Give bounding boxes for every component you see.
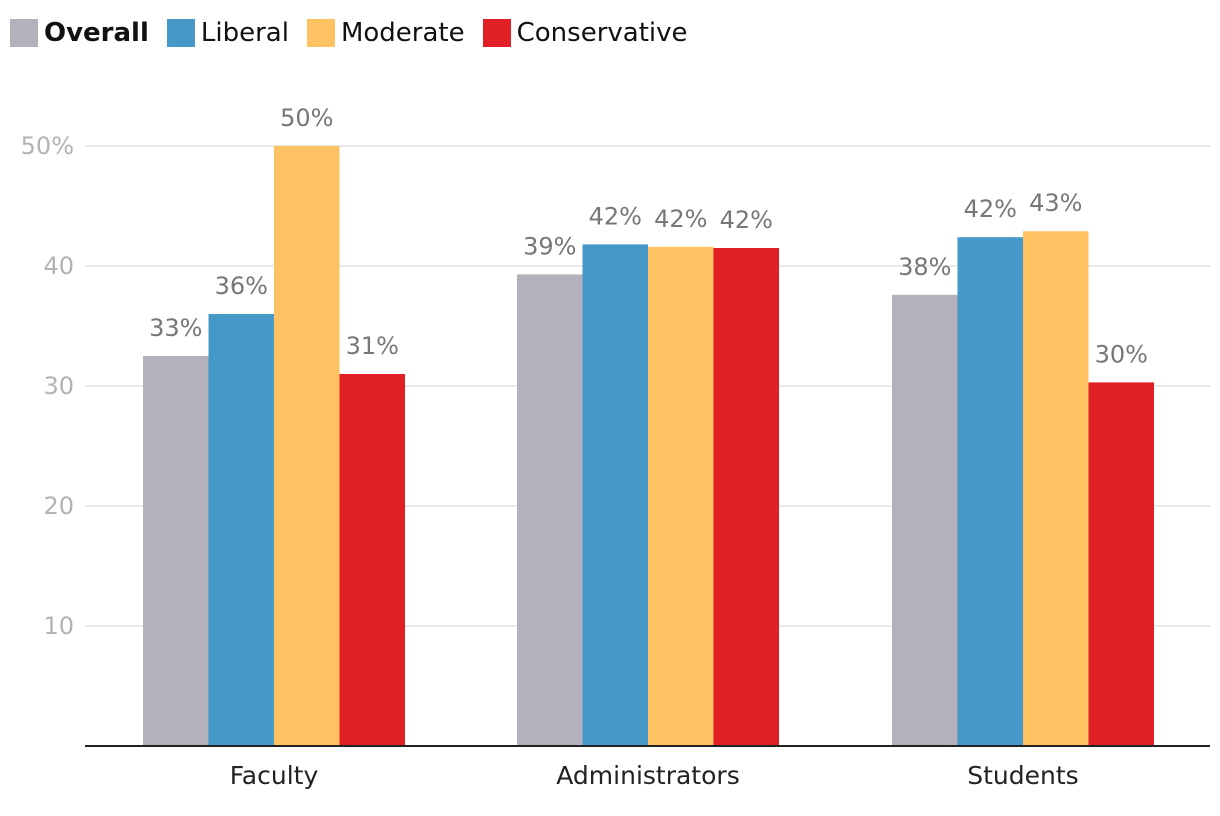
data-label-overall-administrators: 39% [523,232,576,260]
legend-swatch-conservative [482,19,511,47]
y-tick-label-40: 40 [43,252,74,280]
data-label-moderate-students: 43% [1029,189,1082,217]
data-label-overall-faculty: 33% [149,314,202,342]
legend-item-moderate[interactable]: Moderate [306,18,465,48]
y-tick-label-30: 30 [43,372,74,400]
bar-liberal-administrators [582,244,648,746]
data-label-liberal-administrators: 42% [589,202,642,230]
legend-label-overall: Overall [44,18,149,48]
bar-overall-administrators [517,274,583,746]
data-label-overall-students: 38% [898,253,951,281]
legend-item-liberal[interactable]: Liberal [166,18,289,48]
bar-liberal-students [957,237,1023,746]
data-label-conservative-faculty: 31% [346,332,399,360]
bar-conservative-faculty [339,374,405,746]
legend-label-moderate: Moderate [340,18,465,48]
bar-overall-faculty [143,356,209,746]
data-label-moderate-faculty: 50% [280,104,333,132]
x-category-label-students: Students [967,761,1078,790]
data-label-conservative-students: 30% [1095,340,1148,368]
y-tick-label-20: 20 [43,492,74,520]
data-label-liberal-students: 42% [964,195,1017,223]
bar-moderate-administrators [648,246,714,747]
legend-item-conservative[interactable]: Conservative [482,18,688,48]
bar-overall-students [892,294,958,746]
legend-label-liberal: Liberal [200,18,289,48]
x-category-label-faculty: Faculty [230,761,319,790]
legend-swatch-moderate [306,19,335,47]
bar-conservative-administrators [713,248,779,746]
chart-legend: Overall Liberal Moderate Conservative [10,16,706,50]
bar-liberal-faculty [208,314,274,746]
bar-conservative-students [1088,382,1154,746]
legend-item-overall[interactable]: Overall [10,18,149,48]
data-label-conservative-administrators: 42% [720,206,773,234]
y-tick-label-50: 50% [21,132,74,160]
data-label-liberal-faculty: 36% [215,272,268,300]
bar-moderate-faculty [274,146,340,746]
legend-label-conservative: Conservative [516,18,688,48]
y-tick-label-10: 10 [43,612,74,640]
x-category-label-administrators: Administrators [556,761,739,790]
data-label-moderate-administrators: 42% [654,205,707,233]
legend-swatch-liberal [166,19,195,47]
legend-swatch-overall [10,19,38,47]
bar-moderate-students [1023,231,1089,746]
